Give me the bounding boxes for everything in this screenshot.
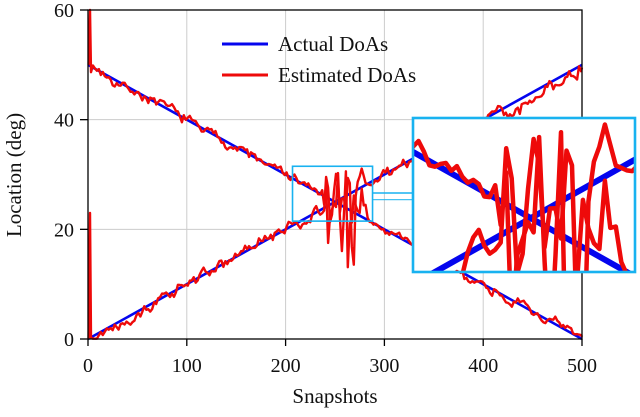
estimated-doa-line [87, 65, 584, 340]
x-tick-label: 200 [271, 355, 301, 377]
inset-border [411, 116, 637, 274]
y-tick-label: 40 [54, 110, 74, 132]
x-axis-label: Snapshots [292, 384, 377, 408]
legend: Actual DoAs Estimated DoAs [222, 32, 416, 87]
x-tick-label: 500 [567, 355, 597, 377]
estimated-doa-line [87, 8, 584, 338]
legend-label-estimated: Estimated DoAs [278, 63, 416, 87]
axis-ticks: 0 100 200 300 400 500 0 20 40 60 [54, 0, 597, 377]
x-tick-label: 100 [172, 355, 202, 377]
inset-estimated-doa-line [454, 122, 635, 272]
x-tick-label: 400 [468, 355, 498, 377]
legend-label-actual: Actual DoAs [278, 32, 388, 56]
y-axis-label: Location (deg) [2, 113, 26, 237]
y-tick-label: 60 [54, 0, 74, 22]
actual-doa-line [87, 63, 583, 341]
y-tick-label: 0 [64, 329, 74, 351]
x-tick-label: 0 [83, 355, 93, 377]
y-tick-label: 20 [54, 219, 74, 241]
data-series [87, 8, 584, 341]
zoom-region-marker [291, 165, 413, 222]
x-tick-label: 300 [369, 355, 399, 377]
